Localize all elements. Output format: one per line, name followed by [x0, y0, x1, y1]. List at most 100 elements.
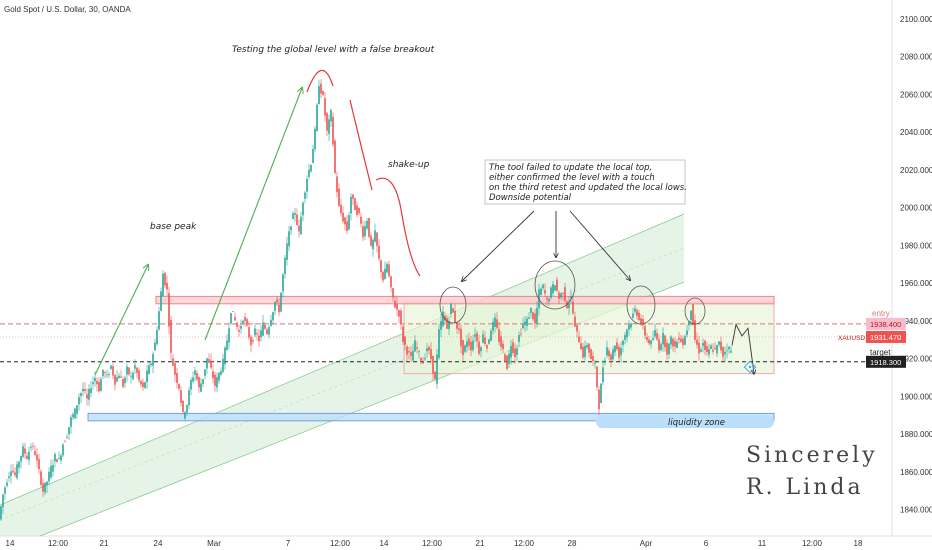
candle: [556, 276, 558, 293]
candle-body: [726, 350, 728, 352]
candle: [566, 300, 568, 310]
candle-body: [426, 348, 428, 352]
candle-body: [438, 329, 440, 358]
candle: [352, 194, 354, 205]
candle-body: [506, 355, 508, 369]
candle-body: [108, 374, 110, 376]
candle: [390, 275, 392, 293]
candle-body: [182, 400, 184, 412]
candle: [698, 335, 700, 361]
tool-note-frame: [484, 159, 686, 205]
candle-body: [648, 339, 650, 344]
candle-body: [576, 324, 578, 332]
candle: [4, 485, 6, 500]
candle-body: [178, 383, 180, 389]
candle: [192, 371, 194, 384]
price-axis[interactable]: [892, 0, 932, 550]
candle-body: [512, 342, 514, 353]
candle: [558, 290, 560, 304]
candle-body: [392, 288, 394, 298]
candle: [466, 334, 468, 353]
candle: [438, 323, 440, 360]
candle-body: [618, 346, 620, 358]
y-tick-label: 2000.000: [900, 204, 932, 213]
candle-body: [694, 320, 696, 340]
candle-body: [478, 341, 480, 354]
candle-body: [142, 382, 144, 387]
candle: [532, 311, 534, 322]
candle-body: [252, 340, 254, 342]
candle-body: [376, 232, 378, 246]
candle: [170, 315, 172, 360]
candle-body: [354, 198, 356, 211]
candle-body: [554, 285, 556, 291]
candle: [302, 201, 304, 222]
candle-body: [494, 317, 496, 327]
candle: [600, 382, 602, 404]
retest-circle-4: [684, 297, 706, 325]
candle-body: [464, 345, 466, 352]
candle-body: [514, 348, 516, 358]
candle: [0, 505, 2, 521]
candle-body: [136, 367, 138, 374]
candle: [464, 344, 466, 354]
candle-body: [636, 310, 638, 317]
candle-body: [660, 344, 662, 350]
y-tick-label: 2100.000: [900, 15, 932, 24]
candle-body: [664, 335, 666, 348]
candle: [162, 270, 164, 297]
candle: [546, 295, 548, 306]
candle: [522, 317, 524, 330]
candle: [424, 353, 426, 362]
candle: [210, 353, 212, 370]
candle-body: [202, 379, 204, 384]
current-price-tag-text: 1931.470: [870, 333, 901, 342]
candle-body: [266, 329, 268, 335]
candle: [14, 467, 16, 478]
candle: [108, 371, 110, 379]
candle-body: [650, 340, 652, 345]
candle-body: [620, 348, 622, 356]
candle-body: [534, 313, 536, 324]
current-price-tag: 1931.470: [866, 330, 906, 343]
candle-body: [134, 365, 136, 369]
candle-body: [218, 372, 220, 381]
candle: [444, 311, 446, 325]
candle-body: [652, 338, 654, 341]
candle-body: [724, 352, 726, 355]
candle-body: [60, 455, 62, 461]
candle: [36, 448, 38, 468]
candle: [688, 321, 690, 331]
candle: [672, 337, 674, 352]
liquidity-zone-label: liquidity zone: [668, 418, 725, 428]
candle-body: [340, 204, 342, 214]
candle: [536, 301, 538, 328]
candle: [606, 340, 608, 358]
candle-body: [4, 487, 6, 494]
candle-body: [616, 342, 618, 350]
crosshair-icon[interactable]: [743, 360, 757, 374]
candle-body: [456, 322, 458, 329]
candle-body: [486, 345, 488, 349]
entry-price-tag: 1938.400: [866, 317, 906, 330]
candle: [20, 455, 22, 469]
candle-body: [700, 349, 702, 352]
candle-body: [18, 461, 20, 468]
candle-body: [704, 340, 706, 350]
candle-body: [166, 282, 168, 290]
candle: [658, 334, 660, 353]
candle: [206, 358, 208, 375]
candle: [304, 190, 306, 204]
candle-body: [200, 383, 202, 392]
candle-body: [284, 257, 286, 274]
y-axis-ticks: 1840.000 1860.000 1880.000 1900.000 1920.000…: [900, 15, 932, 515]
candle-body: [244, 317, 246, 321]
candle: [164, 272, 166, 288]
candle: [114, 374, 116, 391]
candle: [552, 280, 554, 297]
candle-body: [502, 343, 504, 350]
candle-body: [382, 271, 384, 281]
candle-body: [676, 341, 678, 348]
candle-body: [586, 344, 588, 348]
